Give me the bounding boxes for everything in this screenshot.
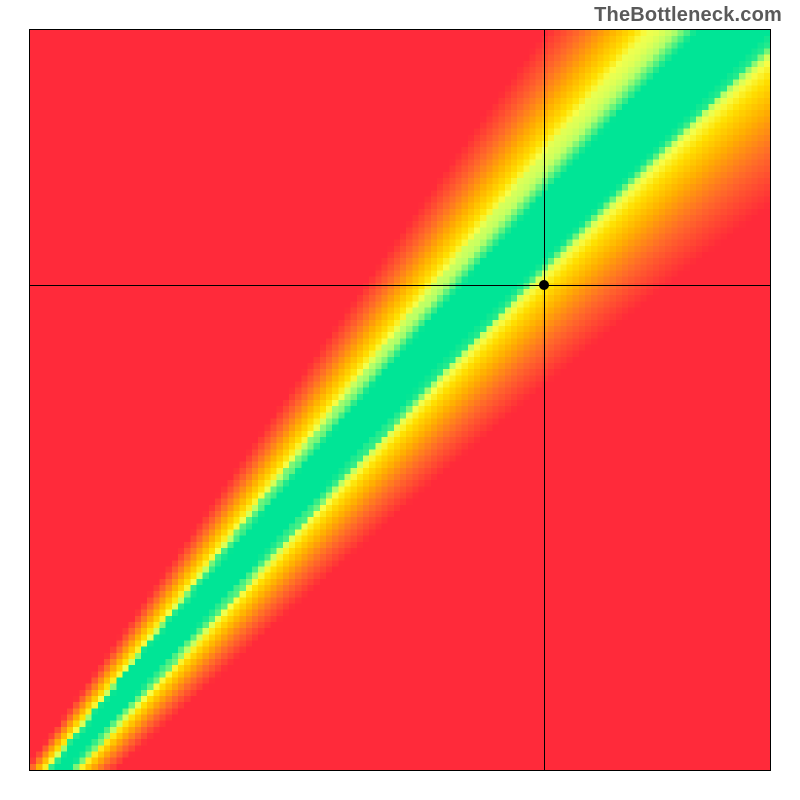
crosshair-horizontal xyxy=(30,285,770,286)
crosshair-marker xyxy=(539,280,549,290)
chart-container: TheBottleneck.com xyxy=(0,0,800,800)
watermark-text: TheBottleneck.com xyxy=(594,4,782,27)
crosshair-vertical xyxy=(544,30,545,770)
heatmap-canvas xyxy=(30,30,770,770)
heatmap-plot-area xyxy=(29,29,771,771)
